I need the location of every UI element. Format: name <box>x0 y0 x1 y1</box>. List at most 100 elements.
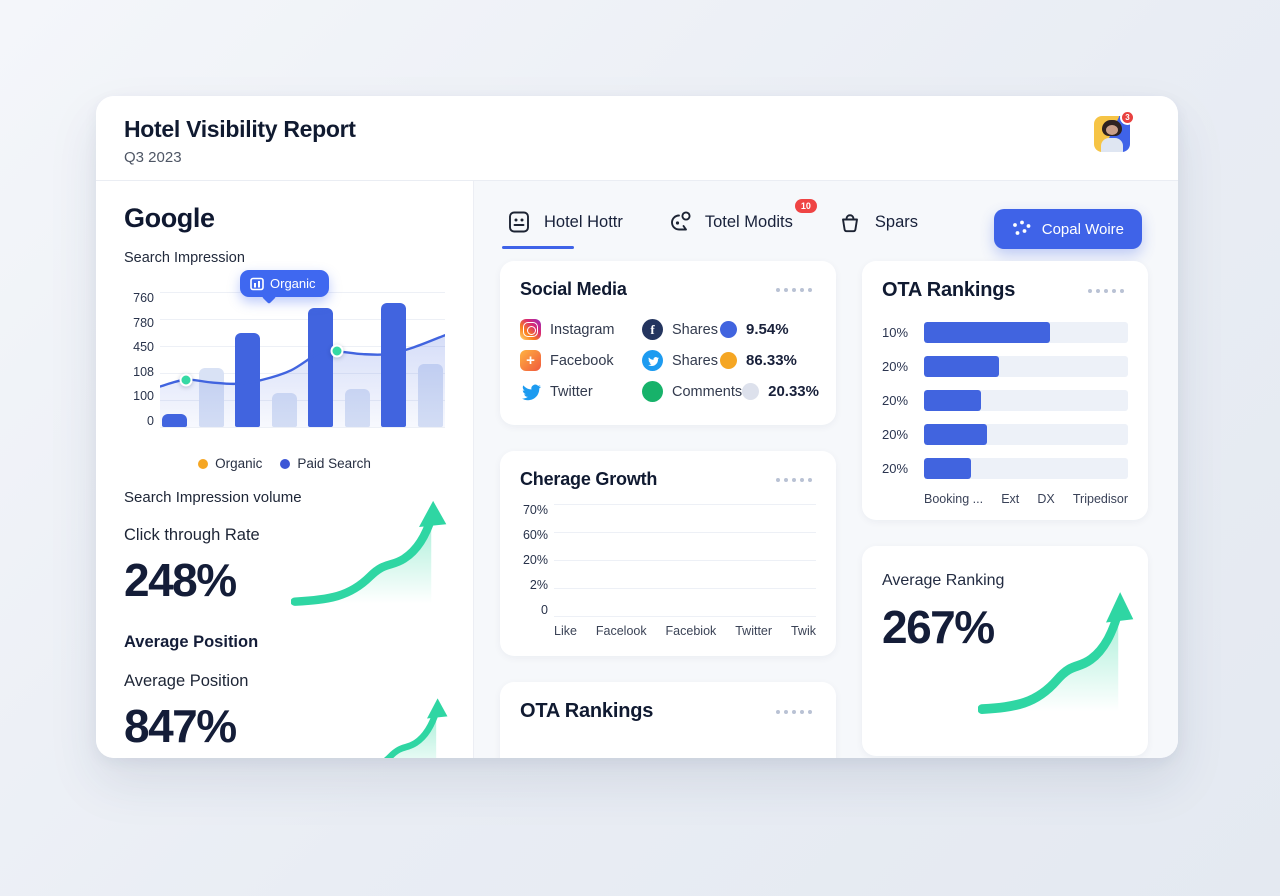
platform-label: Facebook <box>550 352 614 369</box>
card-menu-dots-icon[interactable] <box>772 284 816 296</box>
organic-dot-icon <box>198 458 209 469</box>
bar-track <box>924 356 1128 377</box>
ota-rankings-card: OTA Rankings 10% 20% 20% 20% 20% Booking ...… <box>862 261 1148 520</box>
metric-label: Comments <box>672 383 743 400</box>
gridline <box>160 346 445 347</box>
tab-hotel-hottr[interactable]: Hotel Hottr <box>502 209 623 249</box>
card-menu-dots-icon[interactable] <box>1084 285 1128 297</box>
volume-label: Search Impression volume <box>124 489 302 506</box>
legend-item-organic: Organic <box>198 456 262 471</box>
tab-count-badge: 10 <box>794 199 817 213</box>
social-media-card: Social Media Instagram f Shares 9.54% <box>500 261 836 425</box>
main-panel: Hotel Hottr Totel Modits 10 <box>474 181 1178 758</box>
table-row: Twitter Comments 20.33% <box>520 376 819 407</box>
y-axis: 760 780 450 108 100 0 <box>124 292 160 427</box>
ota-bars: 10% 20% 20% 20% 20% <box>882 322 1128 479</box>
bar-fill <box>924 424 988 445</box>
tab-totel-modits[interactable]: Totel Modits 10 <box>667 199 817 249</box>
chart-plot-area <box>160 292 445 428</box>
axis-tick: 0 <box>541 602 548 617</box>
comments-green-icon <box>642 381 663 402</box>
axis-tick: Booking ... <box>924 492 984 506</box>
notification-badge: 3 <box>1120 110 1135 125</box>
card-title: OTA Rankings <box>882 279 1016 301</box>
gridline <box>160 319 445 320</box>
bar-fill <box>924 356 1000 377</box>
instagram-icon <box>520 319 541 340</box>
axis-tick: Twitter <box>735 624 773 638</box>
axis-tick: 20% <box>522 552 548 567</box>
cherage-growth-card: Cherage Growth 70% 60% 20% 2% 0 Like Facelook… <box>500 451 836 656</box>
twitter-bird-icon <box>522 384 541 401</box>
bar-track <box>924 458 1128 479</box>
tab-label: Spars <box>874 212 919 231</box>
gridline <box>554 616 816 617</box>
legend-item-paid-search: Paid Search <box>280 456 371 471</box>
metric-value: 86.33% <box>746 352 797 369</box>
table-row: Facebook Shares 86.33% <box>520 345 816 376</box>
axis-tick: Tripedisor <box>1072 492 1128 506</box>
ota-bar-row: 20% <box>882 458 1128 479</box>
row-label: 20% <box>882 359 909 374</box>
cherage-growth-chart: 70% 60% 20% 2% 0 <box>520 504 816 617</box>
facebook-circle-icon: f <box>642 319 663 340</box>
x-axis-labels: Booking ... Ext DX Tripedisor <box>882 492 1128 506</box>
ota-bar-row: 20% <box>882 356 1128 377</box>
average-ranking-card: Average Ranking 267% <box>862 546 1148 756</box>
gridline <box>554 560 816 561</box>
platform-label: Instagram <box>550 321 615 338</box>
metric-label: Shares <box>672 352 718 369</box>
mini-chart-icon <box>250 277 264 290</box>
header: Hotel Visibility Report Q3 2023 3 <box>96 96 1178 181</box>
user-avatar[interactable]: 3 <box>1094 110 1135 152</box>
facebook-orange-icon <box>520 350 541 371</box>
tooltip-label: Organic <box>270 276 316 291</box>
axis-tick: 0 <box>147 413 154 428</box>
chart-plot-area <box>554 504 816 617</box>
axis-tick: Facelook <box>595 624 647 638</box>
card-title: Social Media <box>520 279 627 299</box>
sidebar-section-title: Google <box>124 203 215 233</box>
x-axis-labels: Like Facelook Facebiok Twitter Twik <box>520 616 816 638</box>
badge-face-icon <box>509 211 529 233</box>
card-menu-dots-icon[interactable] <box>772 474 816 486</box>
gridline <box>554 588 816 589</box>
axis-tick: 450 <box>133 340 154 354</box>
tab-spars[interactable]: Spars <box>837 209 918 249</box>
row-label: 20% <box>882 427 909 442</box>
metric-value: 20.33% <box>768 383 819 400</box>
bar-track <box>924 424 1128 445</box>
average-ranking-label: Average Ranking <box>882 572 1005 589</box>
copal-woire-button[interactable]: Copal Woire <box>993 209 1142 249</box>
blue-dot-icon <box>720 321 737 338</box>
gridline <box>160 427 445 428</box>
gridline <box>554 504 816 505</box>
row-label: 20% <box>882 461 909 476</box>
chart-legend: Organic Paid Search <box>124 456 445 471</box>
line-point-dot <box>330 344 344 358</box>
card-title: OTA Rankings <box>520 700 654 722</box>
bar-fill <box>924 458 971 479</box>
paid-search-dot-icon <box>280 458 291 469</box>
axis-tick: 780 <box>133 315 154 330</box>
row-label: 20% <box>882 393 909 408</box>
page-subtitle: Q3 2023 <box>124 149 182 166</box>
card-menu-dots-icon[interactable] <box>772 706 816 718</box>
ota-bar-row: 20% <box>882 424 1128 445</box>
average-position-value: 847% <box>124 700 237 752</box>
average-ranking-value: 267% <box>882 601 995 653</box>
table-row: Instagram f Shares 9.54% <box>520 314 816 345</box>
social-media-table: Instagram f Shares 9.54% Facebook <box>520 314 819 407</box>
ota-bar-row: 10% <box>882 322 1128 343</box>
axis-tick: 2% <box>529 577 548 592</box>
y-axis: 70% 60% 20% 2% 0 <box>520 504 554 616</box>
gray-dot-icon <box>742 383 760 400</box>
tab-bar: Hotel Hottr Totel Modits 10 <box>500 195 1148 253</box>
axis-tick: 70% <box>522 503 548 517</box>
axis-tick: Facebiok <box>665 624 717 638</box>
card-title: Cherage Growth <box>520 469 658 489</box>
search-impression-label: Search Impression <box>124 250 245 266</box>
sidebar-google-panel: Google Search Impression Organic 760 780 4… <box>96 181 474 758</box>
axis-tick: DX <box>1037 492 1055 506</box>
bar-track <box>924 390 1128 411</box>
